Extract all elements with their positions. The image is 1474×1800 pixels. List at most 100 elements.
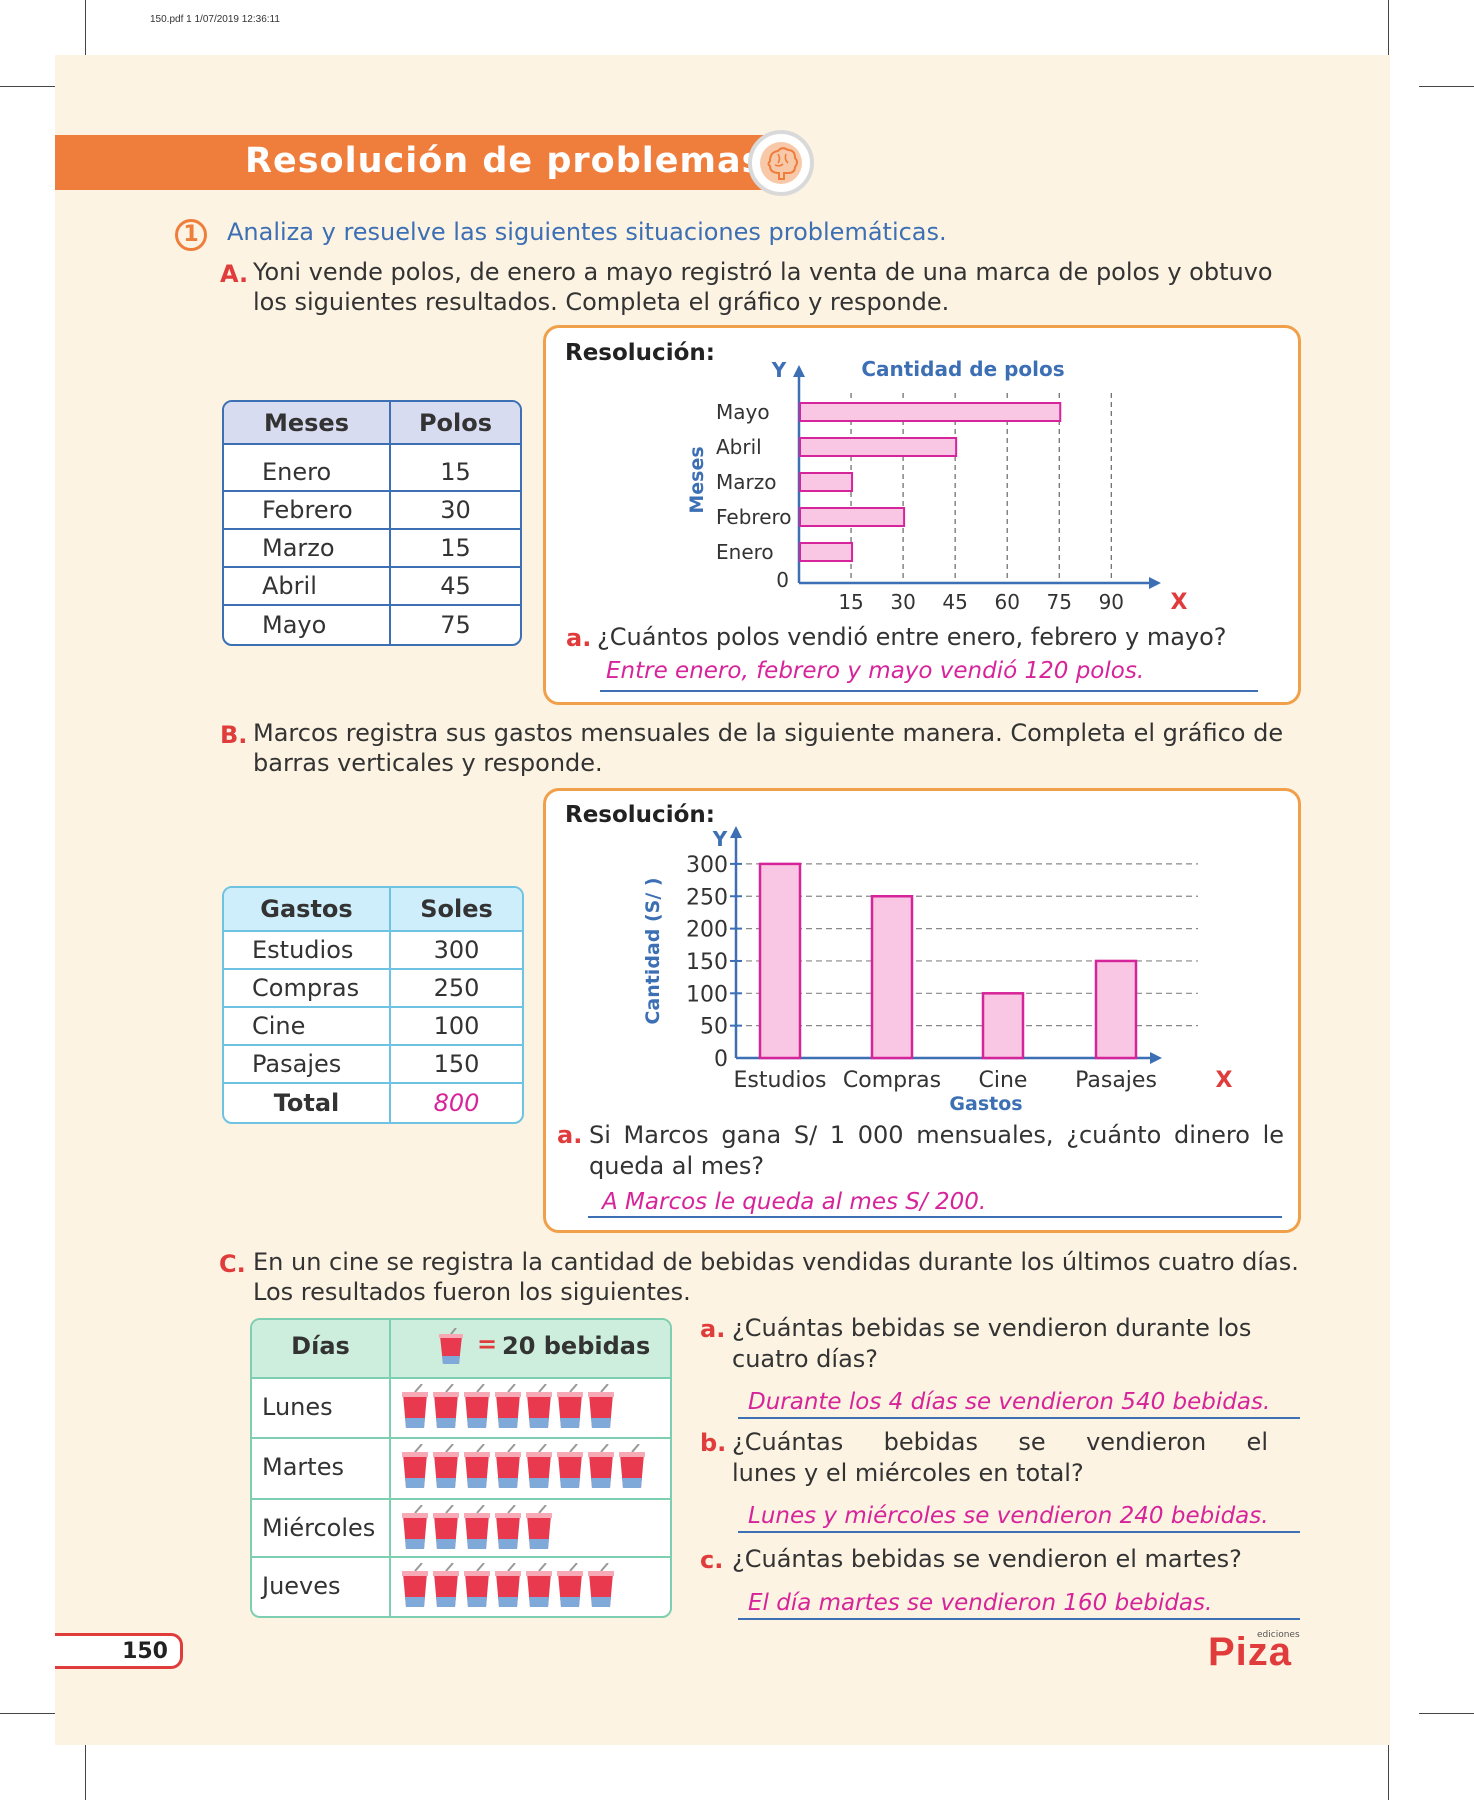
crop-mark	[85, 1745, 86, 1800]
y-tick-label: Enero	[716, 540, 774, 564]
table-row: Jueves	[252, 1558, 670, 1616]
answer-line	[600, 690, 1258, 692]
x-axis-arrow	[1149, 577, 1161, 589]
publisher-logo: Piza	[1208, 1630, 1293, 1674]
x-tick-label: 45	[942, 590, 967, 614]
y-tick-label: Abril	[716, 435, 762, 459]
table-header: Días	[291, 1332, 350, 1360]
cup-icon	[495, 1505, 521, 1549]
table-cell: 150	[391, 1046, 522, 1084]
answer-line	[588, 1216, 1282, 1218]
cup-icon	[433, 1384, 459, 1428]
cup-icon	[464, 1444, 490, 1488]
x-tick-label: Compras	[843, 1068, 941, 1093]
table-cell: Cine	[224, 1008, 391, 1046]
table-row: Miércoles	[252, 1500, 670, 1558]
bar	[1094, 959, 1138, 1060]
cup-icon	[433, 1563, 459, 1607]
day-label: Lunes	[262, 1393, 333, 1421]
x-tick-label: 75	[1047, 590, 1072, 614]
y-axis-arrow	[730, 826, 742, 838]
page-title: Resolución de problemas	[245, 141, 764, 181]
key-value: 20 bebidas	[502, 1332, 651, 1360]
table-cell: 250	[391, 970, 522, 1008]
cup-icon	[433, 1444, 459, 1488]
resolution-label: Resolución:	[565, 802, 715, 828]
bar	[981, 992, 1025, 1060]
table-cell: 30	[391, 492, 520, 530]
day-label: Jueves	[262, 1572, 341, 1600]
cup-icon	[619, 1444, 645, 1488]
y-axis-letter: Y	[712, 827, 728, 851]
cup-icon	[557, 1384, 583, 1428]
question-text: Si Marcos gana S/ 1 000 mensuales, ¿cuán…	[589, 1121, 1284, 1180]
file-info: 150.pdf 1 1/07/2019 12:36:11	[150, 14, 280, 25]
polos-bar-chart: 15 30 45 60 75 90 Y X 0 Cantidad de polos Meses Ene…	[686, 357, 1188, 615]
cup-icon	[495, 1384, 521, 1428]
exercise-instruction: Analiza y resuelve las siguientes situac…	[227, 218, 947, 246]
day-label: Martes	[262, 1453, 344, 1481]
pictogram-table: Días = 20 bebidas Lunes Martes Miércoles Ju…	[250, 1318, 672, 1618]
total-value: 800	[433, 1089, 480, 1117]
y-tick-label: 0	[714, 1047, 728, 1072]
bar	[799, 402, 1062, 422]
x-tick-label: Estudios	[734, 1068, 827, 1093]
logo-subtitle: ediciones	[1257, 1630, 1300, 1640]
bar	[799, 542, 854, 562]
answer-line	[738, 1417, 1300, 1419]
answer-text: Lunes y miércoles se vendieron 240 bebid…	[748, 1503, 1269, 1529]
cup-icon	[526, 1384, 552, 1428]
y-axis-arrow	[793, 365, 805, 377]
resolution-label: Resolución:	[565, 340, 715, 366]
cup-icon	[526, 1505, 552, 1549]
table-header: Polos	[391, 402, 520, 445]
x-axis-letter: X	[1171, 590, 1188, 615]
title-banner	[55, 135, 790, 190]
table-cell: 15	[391, 530, 520, 568]
answer-text: El día martes se vendieron 160 bebidas.	[748, 1590, 1213, 1616]
cup-icon	[433, 1505, 459, 1549]
cup-icon	[402, 1563, 428, 1607]
table-cell: 45	[391, 568, 520, 606]
x-axis-letter: X	[1216, 1068, 1233, 1093]
cup-icon	[588, 1384, 614, 1428]
question-text: ¿Cuántas bebidas se vendieron durante lo…	[732, 1314, 1252, 1373]
bar	[799, 472, 854, 492]
table-cell: 300	[391, 932, 522, 970]
crop-mark	[0, 1713, 55, 1714]
cup-icon	[402, 1505, 428, 1549]
x-tick-label: 30	[890, 590, 915, 614]
cup-icon	[495, 1444, 521, 1488]
cup-icon	[464, 1505, 490, 1549]
bar	[799, 437, 958, 457]
table-divider	[389, 1320, 391, 1616]
table-cell: Febrero	[224, 492, 391, 530]
y-tick-label: 250	[686, 885, 728, 910]
question-letter: a.	[700, 1315, 726, 1343]
cup-icon	[439, 1328, 463, 1364]
cup-icon	[464, 1563, 490, 1607]
resolution-card-a	[543, 325, 1301, 705]
x-tick-label: Cine	[979, 1068, 1028, 1093]
table-row: Martes	[252, 1439, 670, 1500]
origin-label: 0	[776, 568, 789, 592]
question-letter: c.	[700, 1546, 724, 1574]
resolution-card-b	[543, 788, 1301, 1233]
y-tick-label: Febrero	[716, 505, 792, 529]
crop-mark	[1388, 1745, 1389, 1800]
cup-icon	[557, 1444, 583, 1488]
cup-icon	[402, 1384, 428, 1428]
cup-icon	[495, 1563, 521, 1607]
section-c-letter: C.	[219, 1250, 246, 1278]
bar	[799, 507, 906, 527]
crop-mark	[0, 86, 55, 87]
crop-mark	[1419, 1713, 1474, 1714]
gastos-table: Gastos Soles Estudios 300 Compras 250 Ci…	[222, 886, 524, 1124]
table-cell: Estudios	[224, 932, 391, 970]
x-tick-label: 15	[838, 590, 863, 614]
total-label: Total	[224, 1084, 391, 1122]
answer-text: Durante los 4 días se vendieron 540 bebi…	[748, 1389, 1271, 1415]
y-tick-label: Marzo	[716, 470, 776, 494]
table-cell: 100	[391, 1008, 522, 1046]
